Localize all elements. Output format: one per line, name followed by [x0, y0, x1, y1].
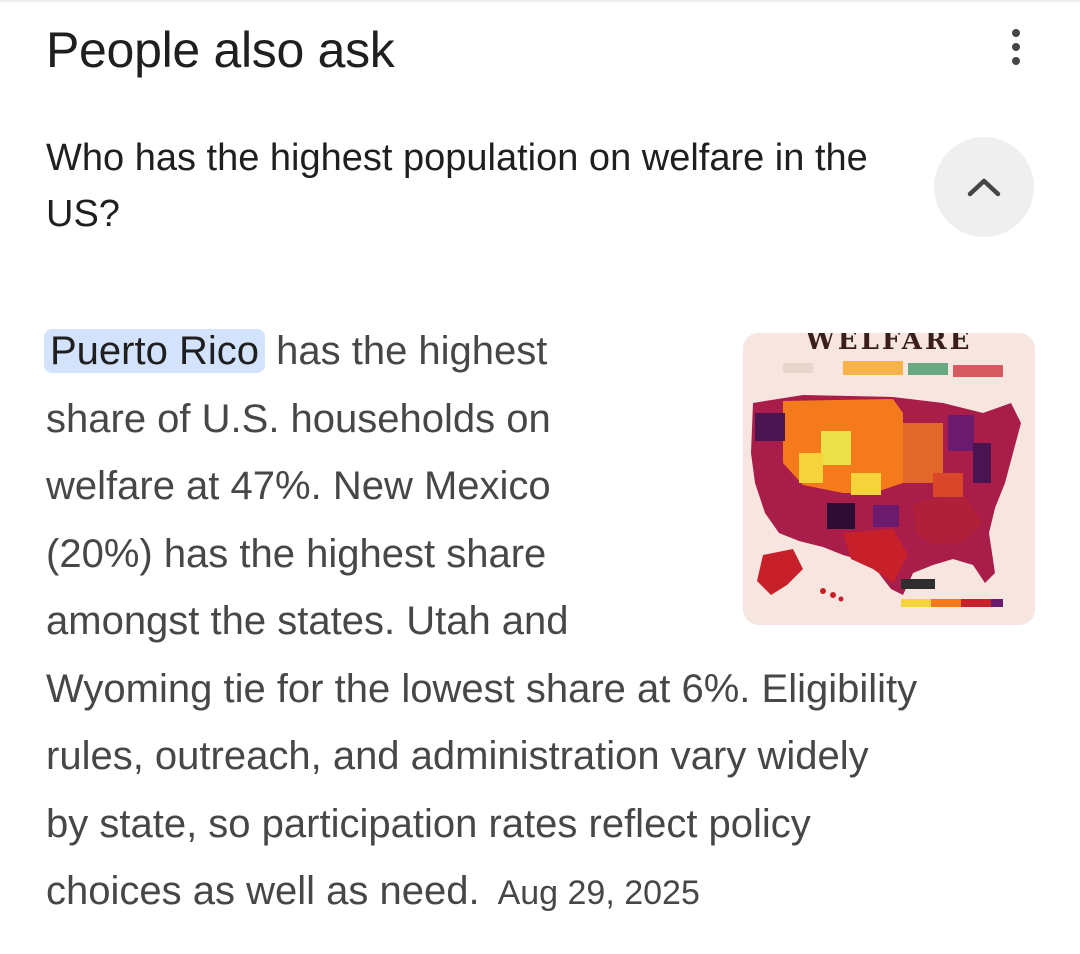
- answer-line-1: Puerto Rico has the highest: [44, 318, 1046, 386]
- answer-line: amongst the states. Utah and: [46, 599, 569, 643]
- welfare-map-thumbnail[interactable]: WELFARE: [743, 333, 1035, 625]
- answer-line: rules, outreach, and administration vary…: [46, 734, 869, 778]
- us-map-image: [743, 333, 1035, 625]
- answer-line: Wyoming tie for the lowest share at 6%. …: [46, 666, 918, 711]
- chevron-up-icon: [967, 178, 1001, 197]
- more-vert-icon-dot: [1012, 43, 1020, 51]
- top-divider: [0, 0, 1080, 2]
- answer-highlight: Puerto Rico: [44, 329, 265, 373]
- answer-line: welfare at 47%. New Mexico: [46, 464, 551, 508]
- collapse-button[interactable]: [934, 137, 1034, 237]
- question-heading[interactable]: Who has the highest population on welfar…: [46, 137, 868, 235]
- answer-line: (20%) has the highest share: [46, 531, 547, 576]
- answer-snippet: Puerto Rico has the highest share of U.S…: [44, 318, 1046, 928]
- more-vert-icon: [1012, 29, 1020, 37]
- answer-date: Aug 29, 2025: [497, 874, 700, 912]
- section-title: People also ask: [46, 22, 395, 78]
- answer-line-text: choices as well as need.: [46, 869, 480, 913]
- thumbnail-title: WELFARE: [805, 333, 973, 356]
- answer-line: share of U.S. households on: [46, 396, 551, 441]
- more-options-button[interactable]: [996, 22, 1036, 72]
- answer-line-last: choices as well as need. Aug 29, 2025: [46, 858, 1046, 928]
- more-vert-icon-dot: [1012, 57, 1020, 65]
- answer-line-1-rest: has the highest: [264, 329, 548, 373]
- answer-line: by state, so participation rates reflect…: [46, 801, 811, 846]
